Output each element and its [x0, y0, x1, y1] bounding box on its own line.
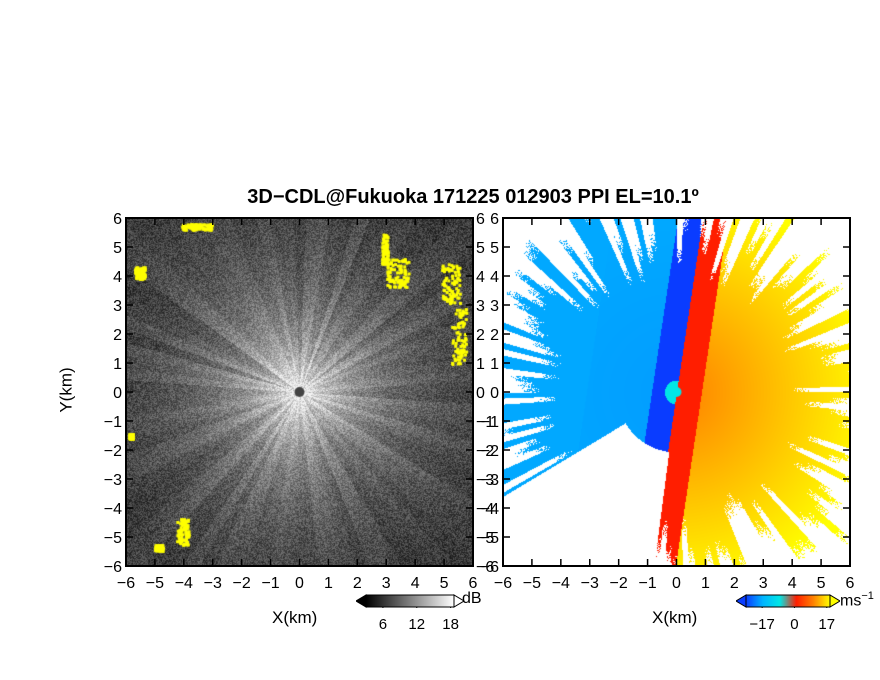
x-tick-label: 6 — [469, 575, 478, 592]
plot-frame — [502, 217, 851, 567]
colorbar-body — [745, 594, 831, 608]
plot-frame — [125, 217, 474, 567]
y-axis-label: Y(km) — [56, 367, 76, 413]
x-tick-label: −3 — [581, 575, 599, 592]
colorbar-under-arrow — [356, 594, 367, 608]
colorbar-tick-label: 17 — [818, 616, 836, 633]
y-tick-label: −4 — [104, 501, 122, 518]
y-tick-label: 1 — [490, 356, 499, 373]
y-tick-label: 0 — [490, 385, 499, 402]
x-tick-label: 5 — [440, 575, 449, 592]
colorbar-under-arrow — [736, 594, 747, 608]
y-tick-label: 4 — [113, 269, 122, 286]
y-tick-label: 6 — [490, 211, 499, 228]
y-tick-label: 5 — [490, 240, 499, 257]
x-tick-label: 4 — [788, 575, 797, 592]
power-heatmap — [126, 218, 473, 566]
x-tick-label: −6 — [117, 575, 135, 592]
x-tick-label: −5 — [523, 575, 541, 592]
power-axes: −6 −5 −4 −3 −2 −1 0 1 2 3 4 5 6−6 −6−5 −5−4 −4−3 −3−2 −2−… — [104, 211, 495, 592]
y-tick-label: 4 — [490, 269, 499, 286]
x-tick-label: 3 — [759, 575, 768, 592]
y-tick-label: 2 — [490, 327, 499, 344]
y-tick-label: 3 — [113, 298, 122, 315]
x-tick-label: 1 — [324, 575, 333, 592]
y-tick-label-right: −5 — [476, 530, 494, 547]
y-tick-label-right: −1 — [476, 414, 494, 431]
y-tick-label: 3 — [490, 298, 499, 315]
x-tick-label: −2 — [610, 575, 628, 592]
y-tick-label: −3 — [481, 472, 499, 489]
colorbar-over-arrow — [829, 594, 840, 608]
x-tick-label: −1 — [638, 575, 656, 592]
y-tick-label-right: −4 — [476, 501, 494, 518]
y-tick-label-right: 1 — [476, 356, 485, 373]
x-tick-label: −4 — [175, 575, 193, 592]
x-tick-label: 4 — [411, 575, 420, 592]
y-tick-label: 5 — [113, 240, 122, 257]
x-axis-label-right: X(km) — [652, 608, 698, 627]
colorbar-tick-label: 6 — [378, 616, 388, 633]
y-tick-label-right: −6 — [476, 559, 494, 576]
x-tick-label: 0 — [672, 575, 681, 592]
y-tick-label-right: 5 — [476, 240, 485, 257]
y-tick-label-right: 6 — [476, 211, 485, 228]
x-tick-label: −4 — [552, 575, 570, 592]
y-tick-label: 6 — [113, 211, 122, 228]
y-tick-label: −3 — [104, 472, 122, 489]
x-tick-label: 6 — [846, 575, 855, 592]
power-colorbar-unit: dB — [462, 590, 482, 607]
x-axis-label-left: X(km) — [272, 608, 318, 627]
power-ppi-panel: −6 −5 −4 −3 −2 −1 0 1 2 3 4 5 6 −6 −6 −5 −5 −4 −4 −3 −3 −2 −2−… — [104, 211, 495, 592]
x-tick-label: 3 — [382, 575, 391, 592]
colorbar-body — [365, 594, 455, 608]
y-tick-label-right: 2 — [476, 327, 485, 344]
y-tick-label: −5 — [104, 530, 122, 547]
colorbar-tick-label: −17 — [749, 616, 775, 633]
colorbar-tick-label: 0 — [790, 616, 799, 633]
y-tick-label-right: −2 — [476, 443, 494, 460]
x-tick-label: 0 — [295, 575, 304, 592]
y-tick-label: −1 — [104, 414, 122, 431]
y-tick-label: −6 — [104, 559, 122, 576]
figure-title: 3D−CDL@Fukuoka 171225 012903 PPI EL=10.1… — [247, 186, 699, 208]
x-tick-label: 2 — [730, 575, 739, 592]
x-tick-label: 1 — [701, 575, 710, 592]
colorbar-tick-label: 18 — [442, 616, 459, 633]
y-tick-label: −6 — [481, 559, 499, 576]
velocity-ppi-panel: −6 −5 −4 −3 −2 −1 0 1 2 3 4 5 6 −6 −5 −4 −3 −2 −1 0 1 2 3 4 5 6 — [481, 211, 855, 592]
power-colorbar — [356, 594, 464, 608]
x-tick-label: −6 — [494, 575, 512, 592]
velocity-axes: −6 −5 −4 −3 −2 −1 0 1 2 3 4 5 6 −6 −5 −4 −3 −2 −1 0 1 2 3 4 5 6 — [481, 211, 855, 592]
velocity-colorbar-ticks: −17 0 17 — [730, 616, 850, 636]
y-tick-label: −2 — [481, 443, 499, 460]
y-tick-label-right: 4 — [476, 269, 485, 286]
velocity-heatmap — [503, 218, 850, 566]
x-tick-label: −1 — [261, 575, 279, 592]
power-colorbar-ticks: 6 12 18 — [356, 616, 476, 636]
velocity-colorbar-unit: ms−1 — [840, 590, 874, 610]
x-tick-label: −3 — [204, 575, 222, 592]
x-tick-label: 2 — [353, 575, 362, 592]
y-tick-label-right: 0 — [476, 385, 485, 402]
colorbar-tick-label: 12 — [408, 616, 426, 633]
velocity-colorbar — [736, 594, 840, 608]
y-tick-label: −5 — [481, 530, 499, 547]
y-tick-label: −4 — [481, 501, 499, 518]
x-tick-label: 5 — [817, 575, 826, 592]
y-tick-label: −2 — [104, 443, 122, 460]
y-tick-label: 0 — [113, 385, 122, 402]
x-tick-label: −5 — [146, 575, 164, 592]
y-tick-label-right: −3 — [476, 472, 494, 489]
x-tick-label: −2 — [233, 575, 251, 592]
y-tick-label: −1 — [481, 414, 499, 431]
y-tick-label: 2 — [113, 327, 122, 344]
y-tick-label-right: 3 — [476, 298, 485, 315]
y-tick-label: 1 — [113, 356, 122, 373]
